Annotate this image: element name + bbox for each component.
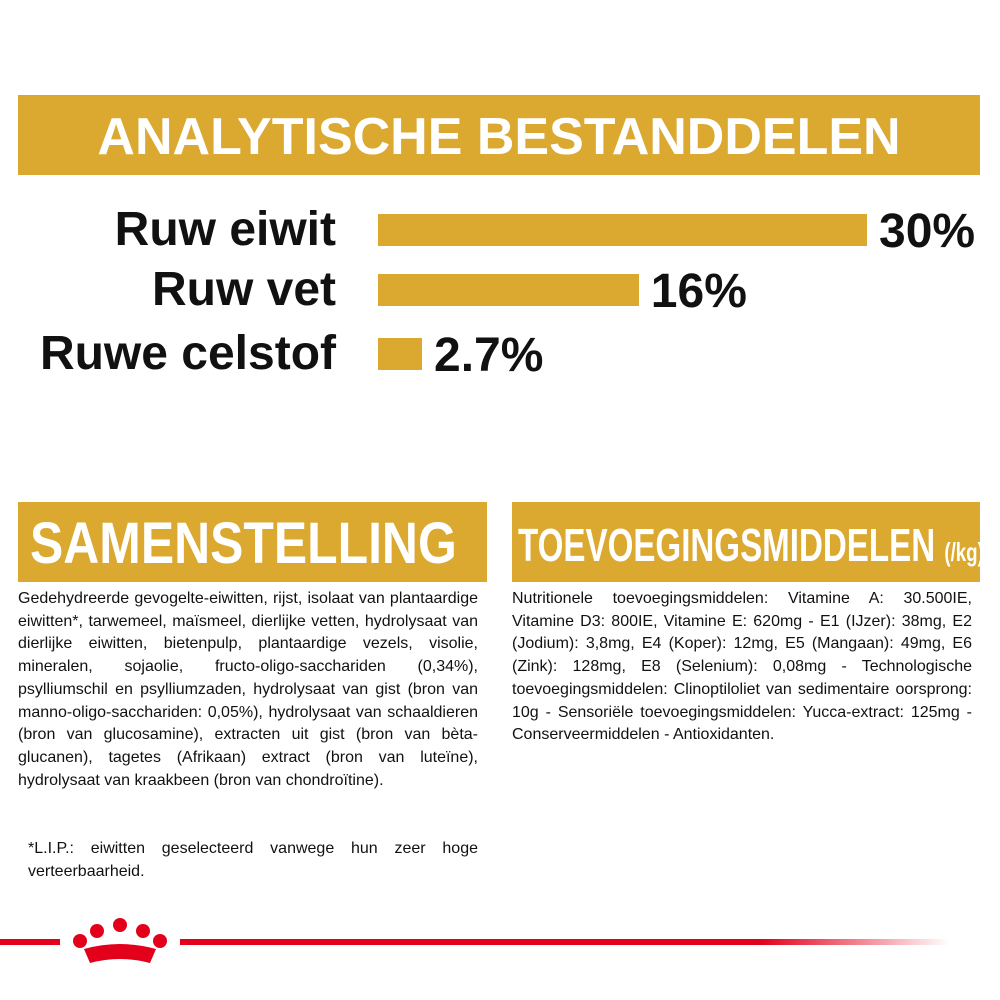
bar [378, 214, 867, 246]
category-label: Ruw vet [151, 263, 336, 316]
additives-unit: (/kg) [944, 537, 984, 567]
additives-header: TOEVOEGINGSMIDDELEN (/kg) [518, 502, 984, 582]
chart-title: ANALYTISCHE BESTANDDELEN [97, 108, 901, 166]
composition-band [18, 502, 487, 582]
additives-text: Nutritionele toevoegingsmiddelen: Vitami… [512, 590, 972, 744]
category-label: Ruwe celstof [39, 327, 336, 380]
composition-note: *L.I.P.: eiwitten geselecteerd vanwege h… [28, 840, 478, 880]
title-band [18, 95, 980, 175]
composition-text: Gedehydreerde gevogelte-eiwitten, rijst,… [18, 590, 478, 789]
value-label: 16% [650, 265, 747, 318]
composition-title: SAMENSTELLING [30, 511, 457, 576]
value-label: 30% [879, 205, 976, 258]
footer-logo [0, 918, 950, 963]
footer-line [0, 939, 950, 945]
bar [378, 274, 639, 306]
category-label: Ruw eiwit [114, 203, 336, 256]
crown [73, 918, 167, 963]
value-label: 2.7% [434, 329, 544, 382]
bar [378, 338, 422, 370]
additives-band [512, 502, 980, 582]
additives-title: TOEVOEGINGSMIDDELEN [518, 519, 936, 571]
